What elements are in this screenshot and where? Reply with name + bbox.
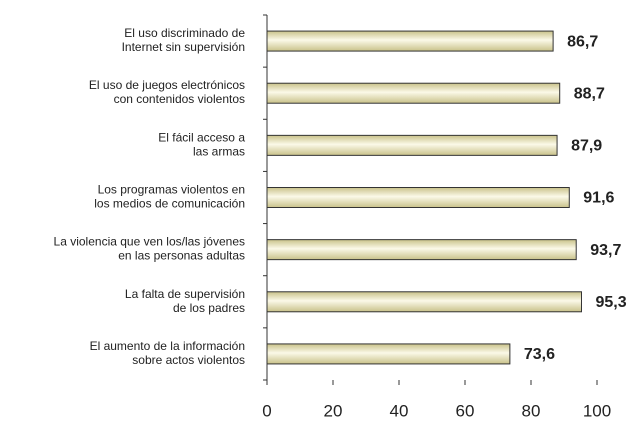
category-line: las armas bbox=[193, 145, 245, 159]
category-line: sobre actos violentos bbox=[132, 353, 245, 367]
value-label: 95,3 bbox=[595, 294, 626, 311]
category-label: El uso discriminado de Internet sin super… bbox=[122, 26, 246, 54]
value-label: 87,9 bbox=[571, 138, 602, 155]
category-line: La violencia que ven los/las jóvenes bbox=[54, 235, 245, 249]
bar bbox=[266, 30, 554, 52]
category-line: El uso discriminado de bbox=[124, 26, 245, 40]
bar bbox=[266, 134, 558, 156]
x-tick-label: 20 bbox=[324, 401, 343, 420]
category-line: con contenidos violentos bbox=[114, 92, 245, 106]
category-label: La falta de supervisión de los padres bbox=[125, 287, 245, 315]
category-label: La violencia que ven los/las jóvenes en l… bbox=[54, 235, 245, 263]
x-tick-label: 100 bbox=[583, 401, 611, 420]
bar bbox=[266, 291, 582, 313]
category-line: los medios de comunicación bbox=[94, 197, 245, 211]
bar bbox=[266, 187, 570, 208]
bar bbox=[266, 239, 577, 261]
category-label: El aumento de la información sobre actos … bbox=[90, 339, 245, 367]
category-line: Internet sin supervisión bbox=[122, 40, 245, 54]
category-line: de los padres bbox=[173, 301, 245, 315]
category-line: La falta de supervisión bbox=[125, 287, 245, 301]
value-label: 91,6 bbox=[583, 190, 614, 207]
category-line: Los programas violentos en bbox=[98, 183, 245, 197]
category-line: El aumento de la información bbox=[90, 339, 245, 353]
category-label: El uso de juegos electrónicos con conteni… bbox=[89, 78, 245, 106]
bar bbox=[266, 343, 511, 365]
value-label: 88,7 bbox=[574, 85, 605, 102]
x-tick-label: 80 bbox=[522, 401, 541, 420]
x-tick-label: 40 bbox=[390, 401, 409, 420]
x-tick-label: 60 bbox=[456, 401, 475, 420]
value-label: 73,6 bbox=[524, 346, 555, 363]
value-label: 93,7 bbox=[590, 242, 621, 259]
category-label: El fácil acceso a las armas bbox=[158, 131, 245, 159]
bar bbox=[266, 82, 561, 104]
category-line: en las personas adultas bbox=[118, 249, 245, 263]
value-label: 86,7 bbox=[567, 33, 598, 50]
category-label: Los programas violentos en los medios de … bbox=[94, 183, 245, 211]
x-tick-label: 0 bbox=[262, 401, 271, 420]
category-line: El uso de juegos electrónicos bbox=[89, 78, 245, 92]
category-line: El fácil acceso a bbox=[158, 131, 245, 145]
